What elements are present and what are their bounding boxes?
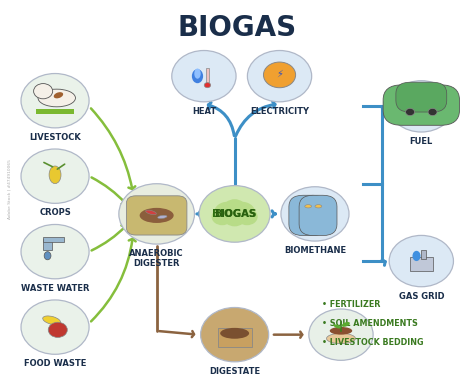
Circle shape: [281, 187, 349, 241]
FancyBboxPatch shape: [383, 85, 459, 125]
Text: BIOMETHANE: BIOMETHANE: [284, 246, 346, 255]
Circle shape: [204, 83, 210, 88]
Circle shape: [34, 84, 53, 99]
Circle shape: [228, 202, 255, 223]
Text: ⚡: ⚡: [276, 69, 283, 79]
Circle shape: [406, 108, 415, 116]
FancyBboxPatch shape: [289, 195, 327, 236]
Text: ELECTRICITY: ELECTRICITY: [250, 107, 309, 116]
FancyArrowPatch shape: [57, 164, 64, 169]
Ellipse shape: [334, 324, 341, 329]
Ellipse shape: [194, 69, 201, 79]
Text: CROPS: CROPS: [39, 208, 71, 217]
Ellipse shape: [44, 252, 51, 260]
Circle shape: [172, 50, 236, 102]
Circle shape: [264, 62, 296, 88]
Ellipse shape: [315, 205, 322, 208]
Ellipse shape: [220, 328, 249, 339]
Circle shape: [199, 186, 270, 242]
Bar: [43, 240, 52, 250]
Text: BIOGAS: BIOGAS: [177, 14, 297, 42]
Circle shape: [21, 300, 89, 354]
Text: FOOD WASTE: FOOD WASTE: [24, 359, 86, 368]
Text: HEAT: HEAT: [192, 107, 216, 116]
Text: BIOGAS: BIOGAS: [214, 209, 255, 219]
Ellipse shape: [38, 89, 75, 107]
Ellipse shape: [49, 166, 61, 184]
Circle shape: [428, 108, 437, 116]
Ellipse shape: [54, 92, 63, 99]
Circle shape: [201, 307, 269, 362]
Text: Adobe Stock | #474910065: Adobe Stock | #474910065: [7, 160, 11, 219]
Text: GAS GRID: GAS GRID: [399, 292, 444, 301]
FancyBboxPatch shape: [396, 82, 447, 112]
Ellipse shape: [327, 334, 356, 344]
Circle shape: [389, 81, 454, 132]
Text: WASTE WATER: WASTE WATER: [21, 284, 89, 293]
Bar: [218, 328, 252, 347]
Circle shape: [237, 208, 258, 225]
Circle shape: [48, 322, 67, 337]
Circle shape: [119, 184, 194, 244]
FancyArrowPatch shape: [44, 163, 53, 167]
Text: ANAEROBIC
DIGESTER: ANAEROBIC DIGESTER: [129, 249, 184, 268]
Bar: [43, 237, 64, 242]
Circle shape: [21, 224, 89, 279]
Bar: [36, 110, 74, 114]
Circle shape: [223, 199, 246, 217]
Bar: [410, 257, 433, 271]
Circle shape: [223, 208, 246, 226]
Text: BIOGAS: BIOGAS: [212, 209, 257, 219]
FancyBboxPatch shape: [299, 195, 337, 236]
Ellipse shape: [146, 210, 156, 215]
Ellipse shape: [192, 69, 203, 83]
Ellipse shape: [43, 316, 61, 325]
Ellipse shape: [412, 251, 420, 261]
Text: • SOIL AMENDMENTS: • SOIL AMENDMENTS: [322, 319, 418, 328]
Ellipse shape: [330, 327, 352, 335]
Bar: [421, 249, 426, 258]
FancyBboxPatch shape: [127, 196, 187, 235]
Circle shape: [389, 235, 454, 287]
Circle shape: [247, 50, 312, 102]
Bar: [206, 69, 210, 85]
Text: FUEL: FUEL: [410, 137, 433, 146]
Text: • LIVESTOCK BEDDING: • LIVESTOCK BEDDING: [322, 338, 424, 347]
Circle shape: [309, 309, 373, 360]
Circle shape: [211, 208, 233, 225]
Text: • FERTILIZER: • FERTILIZER: [322, 300, 381, 309]
Ellipse shape: [342, 322, 350, 327]
Ellipse shape: [305, 205, 311, 208]
Ellipse shape: [140, 208, 173, 223]
Ellipse shape: [158, 215, 167, 219]
Text: LIVESTOCK: LIVESTOCK: [29, 133, 81, 142]
Text: DIGESTATE: DIGESTATE: [209, 367, 260, 376]
Circle shape: [21, 149, 89, 204]
Circle shape: [21, 74, 89, 128]
Circle shape: [214, 202, 241, 223]
